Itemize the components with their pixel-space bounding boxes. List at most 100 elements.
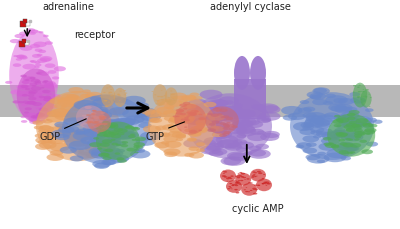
Ellipse shape	[102, 123, 108, 125]
Ellipse shape	[111, 143, 118, 146]
Ellipse shape	[334, 128, 346, 133]
Ellipse shape	[243, 152, 252, 156]
Ellipse shape	[310, 127, 324, 133]
Ellipse shape	[185, 96, 196, 101]
Ellipse shape	[228, 153, 248, 161]
Ellipse shape	[74, 137, 84, 141]
Ellipse shape	[37, 114, 42, 116]
Ellipse shape	[100, 112, 105, 114]
Ellipse shape	[179, 104, 187, 107]
Ellipse shape	[150, 118, 162, 123]
Ellipse shape	[184, 120, 188, 121]
Ellipse shape	[264, 183, 267, 184]
Ellipse shape	[47, 127, 68, 136]
Ellipse shape	[248, 191, 250, 192]
Ellipse shape	[87, 139, 108, 147]
Ellipse shape	[71, 117, 80, 121]
Ellipse shape	[168, 101, 171, 103]
Ellipse shape	[173, 116, 177, 118]
Ellipse shape	[46, 154, 64, 161]
Ellipse shape	[217, 139, 239, 149]
Ellipse shape	[47, 141, 56, 145]
Ellipse shape	[257, 104, 279, 113]
Ellipse shape	[10, 91, 20, 95]
Ellipse shape	[91, 152, 108, 159]
Ellipse shape	[190, 112, 197, 115]
Ellipse shape	[253, 193, 257, 195]
Ellipse shape	[52, 77, 59, 80]
Ellipse shape	[90, 97, 102, 101]
Ellipse shape	[332, 144, 339, 148]
Ellipse shape	[196, 149, 205, 153]
Ellipse shape	[39, 72, 49, 76]
Ellipse shape	[317, 152, 326, 156]
Ellipse shape	[165, 88, 178, 106]
Ellipse shape	[305, 118, 321, 125]
Ellipse shape	[198, 103, 220, 112]
Ellipse shape	[88, 113, 110, 122]
Ellipse shape	[336, 119, 344, 122]
Ellipse shape	[13, 90, 21, 93]
Ellipse shape	[230, 116, 250, 124]
Ellipse shape	[223, 101, 234, 105]
Ellipse shape	[328, 104, 347, 112]
Ellipse shape	[94, 120, 104, 124]
Ellipse shape	[310, 131, 322, 136]
Ellipse shape	[122, 142, 128, 144]
Ellipse shape	[252, 172, 256, 173]
Ellipse shape	[198, 130, 202, 131]
Ellipse shape	[324, 153, 346, 163]
Ellipse shape	[38, 32, 44, 34]
Ellipse shape	[210, 126, 224, 132]
Ellipse shape	[200, 146, 222, 155]
Ellipse shape	[40, 84, 51, 88]
Ellipse shape	[176, 112, 183, 115]
Ellipse shape	[349, 110, 360, 115]
Ellipse shape	[157, 99, 173, 106]
Ellipse shape	[69, 112, 84, 119]
Ellipse shape	[229, 129, 233, 131]
Ellipse shape	[222, 175, 226, 177]
Ellipse shape	[167, 125, 174, 128]
Text: adrenaline: adrenaline	[42, 2, 94, 12]
Ellipse shape	[86, 92, 102, 99]
Ellipse shape	[360, 99, 362, 100]
Ellipse shape	[73, 131, 96, 141]
Ellipse shape	[16, 86, 24, 89]
Ellipse shape	[157, 96, 160, 98]
Ellipse shape	[32, 103, 42, 107]
Ellipse shape	[140, 113, 161, 122]
Ellipse shape	[364, 97, 367, 98]
Ellipse shape	[54, 134, 70, 141]
Ellipse shape	[150, 119, 160, 123]
Ellipse shape	[206, 143, 224, 151]
Ellipse shape	[304, 119, 324, 128]
Ellipse shape	[64, 138, 86, 147]
Ellipse shape	[174, 104, 206, 135]
Ellipse shape	[105, 106, 108, 108]
Ellipse shape	[232, 125, 255, 134]
Ellipse shape	[89, 113, 99, 117]
Ellipse shape	[110, 90, 112, 91]
Ellipse shape	[31, 79, 40, 83]
Ellipse shape	[228, 186, 231, 187]
Ellipse shape	[21, 104, 27, 106]
Ellipse shape	[104, 101, 108, 102]
Ellipse shape	[102, 140, 112, 144]
Ellipse shape	[76, 106, 104, 129]
Ellipse shape	[91, 149, 108, 156]
Ellipse shape	[104, 133, 116, 138]
Ellipse shape	[290, 93, 374, 160]
Ellipse shape	[113, 98, 127, 104]
Ellipse shape	[347, 113, 356, 117]
Ellipse shape	[175, 134, 186, 138]
Ellipse shape	[13, 56, 18, 58]
Ellipse shape	[365, 109, 374, 112]
Ellipse shape	[101, 130, 110, 134]
Ellipse shape	[143, 126, 161, 134]
Ellipse shape	[93, 124, 114, 133]
Ellipse shape	[117, 129, 128, 133]
Ellipse shape	[69, 116, 82, 122]
Ellipse shape	[353, 131, 364, 136]
Ellipse shape	[40, 58, 51, 63]
